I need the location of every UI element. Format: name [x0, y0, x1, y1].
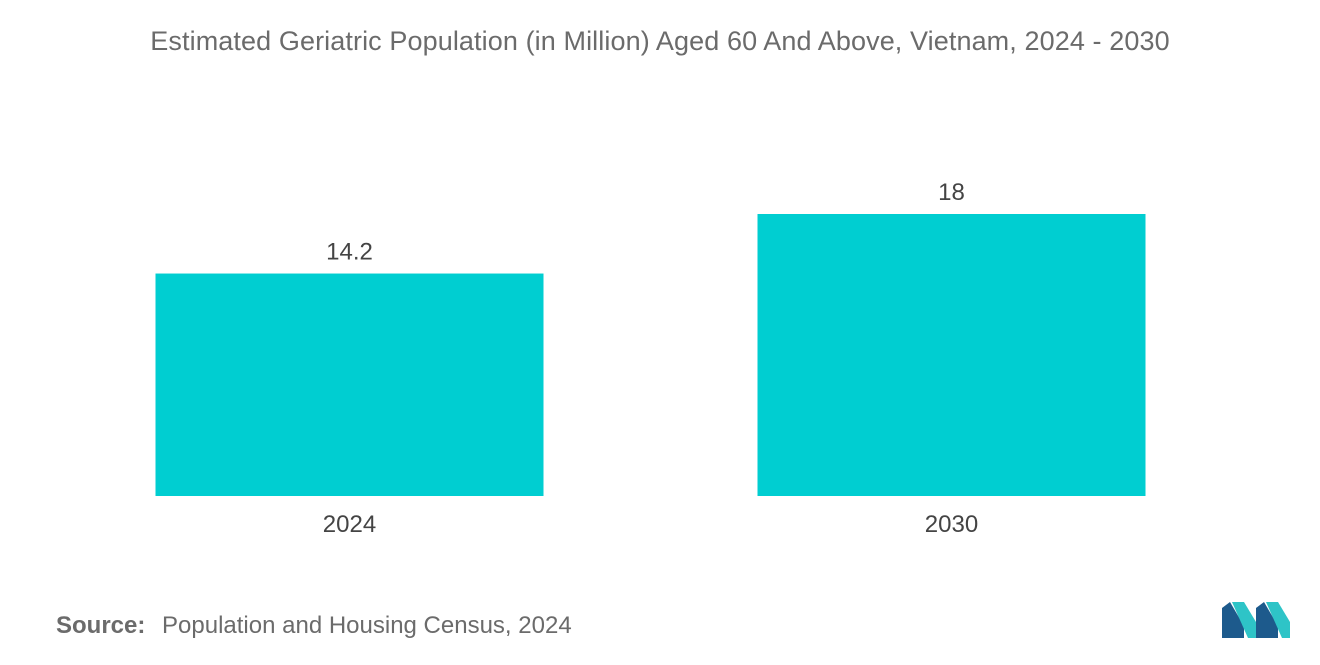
- value-label-2030: 18: [938, 179, 965, 206]
- bar-2030: [757, 214, 1146, 496]
- category-label-2024: 2024: [323, 511, 376, 538]
- source-note: Source: Population and Housing Census, 2…: [56, 612, 572, 640]
- bar-2024: [155, 273, 544, 496]
- source-text: Population and Housing Census, 2024: [162, 612, 572, 639]
- mordor-intelligence-logo-icon: [1222, 602, 1290, 638]
- source-label: Source:: [56, 612, 146, 639]
- chart-title: Estimated Geriatric Population (in Milli…: [150, 26, 1170, 56]
- category-label-2030: 2030: [925, 511, 978, 538]
- labels-layer: 14.2 2024 18 2030: [323, 179, 978, 538]
- value-label-2024: 14.2: [326, 239, 373, 266]
- bars-layer: [155, 214, 1146, 496]
- bar-chart: 14.2 2024 18 2030: [155, 179, 1146, 538]
